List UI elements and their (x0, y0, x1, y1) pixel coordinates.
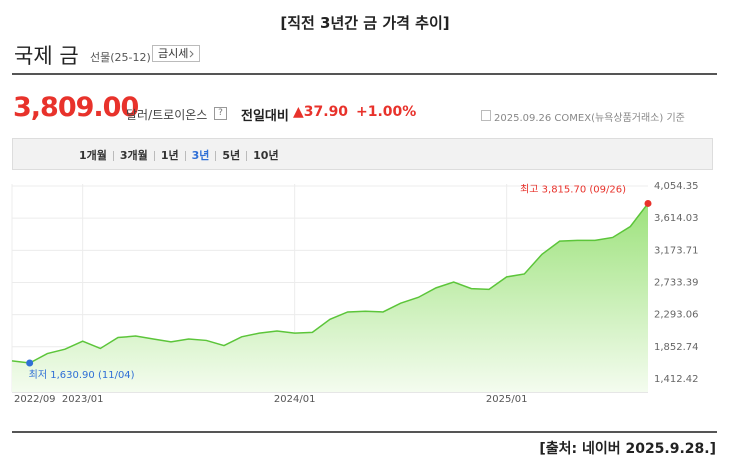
tab-list: 1개월 3개월 1년 3년 5년 10년 (79, 147, 279, 163)
price-button[interactable]: 금시세 (152, 45, 200, 62)
header-rule (12, 73, 717, 75)
tab-separator (215, 151, 217, 161)
annotation: 최고 3,815.70 (09/26) (520, 183, 626, 195)
unit: 달러/트로이온스 (126, 108, 208, 122)
period-tab[interactable]: 10년 (253, 149, 279, 162)
help-icon[interactable]: ? (214, 107, 227, 120)
chart: 1,412.42 1,852.74 2,293.06 2,733.39 3,173.71… (11, 181, 699, 405)
change: ▲37.90 (293, 104, 349, 120)
doc-icon (481, 110, 491, 121)
area-fill (12, 203, 648, 392)
chevron-icon (189, 50, 194, 58)
change-percent: +1.00% (356, 104, 417, 120)
change-label: 전일대비 (241, 109, 289, 124)
price: 3,809.00 (13, 92, 139, 123)
period-tab[interactable]: 3년 (191, 149, 210, 162)
asset-name: 국제 금 (14, 44, 79, 68)
tab-separator (112, 151, 114, 161)
extreme-point (26, 359, 34, 367)
basis: 2025.09.26 COMEX(뉴욕상품거래소) 기준 (494, 113, 685, 124)
period-tab[interactable]: 5년 (222, 149, 241, 162)
contract: 선물(25-12) (90, 51, 151, 64)
source: [출처: 네이버 2025.9.28.] (539, 441, 716, 457)
x-tick-label: 2024/01 (274, 394, 316, 405)
y-tick-label: 3,173.71 (654, 245, 699, 256)
y-tick-label: 4,054.35 (654, 181, 699, 192)
annotation: 최저 1,630.90 (11/04) (29, 369, 135, 381)
period-tab[interactable]: 1년 (160, 149, 179, 162)
page-title: [직전 3년간 금 가격 추이] (280, 14, 450, 32)
period-tab[interactable]: 1개월 (79, 149, 107, 162)
x-tick-label: 2023/01 (62, 394, 104, 405)
footer-rule (12, 431, 717, 433)
tab-separator (184, 151, 186, 161)
extreme-point (644, 199, 652, 207)
period-tab[interactable]: 3개월 (119, 149, 148, 162)
y-tick-label: 1,412.42 (654, 374, 699, 385)
y-tick-label: 2,733.39 (654, 277, 699, 288)
y-tick-label: 1,852.74 (654, 342, 699, 353)
tab-bar: 1개월 3개월 1년 3년 5년 10년 (12, 138, 713, 170)
button-label: 금시세 (158, 47, 189, 60)
x-tick-label: 2022/09 (14, 394, 56, 405)
x-tick-label: 2025/01 (486, 394, 528, 405)
tab-separator (246, 151, 248, 161)
y-tick-label: 2,293.06 (654, 310, 699, 321)
y-tick-label: 3,614.03 (654, 213, 699, 224)
price-line (11, 202, 649, 364)
tab-separator (153, 151, 155, 161)
